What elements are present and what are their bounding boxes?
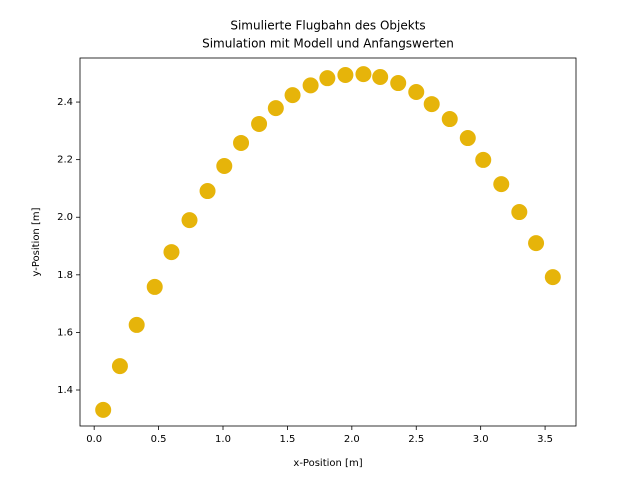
- y-tick-label: 1.4: [57, 385, 73, 396]
- x-tick-label: 2.5: [408, 434, 424, 445]
- point: [459, 130, 476, 147]
- x-tick-label: 1.5: [279, 434, 295, 445]
- point: [408, 83, 425, 100]
- point: [199, 183, 216, 200]
- x-axis-label: x-Position [m]: [293, 458, 362, 469]
- point: [493, 176, 510, 193]
- point: [163, 244, 180, 261]
- point: [233, 134, 250, 151]
- y-tick-label: 1.6: [57, 327, 73, 338]
- x-tick-label: 1.0: [215, 434, 231, 445]
- plot-frame: [79, 57, 577, 427]
- y-tick-label: 2.0: [57, 212, 73, 223]
- y-tick-label: 2.4: [57, 97, 73, 108]
- point: [528, 235, 545, 252]
- point: [146, 278, 163, 295]
- point: [355, 66, 372, 83]
- chart-subtitle: Simulation mit Modell und Anfangswerten: [202, 37, 454, 51]
- point: [423, 96, 440, 113]
- point: [267, 100, 284, 117]
- y-axis-label: y-Position [m]: [31, 207, 42, 276]
- point: [284, 87, 301, 104]
- point: [251, 115, 268, 132]
- point: [441, 111, 458, 128]
- x-tick-label: 0.0: [86, 434, 102, 445]
- point: [302, 77, 319, 94]
- chart-title: Simulierte Flugbahn des Objekts: [230, 19, 425, 33]
- point: [511, 204, 528, 221]
- x-tick-label: 0.5: [151, 434, 167, 445]
- point: [128, 316, 145, 333]
- point: [390, 75, 407, 92]
- point: [319, 70, 336, 87]
- point: [181, 212, 198, 229]
- y-tick-label: 1.8: [57, 270, 73, 281]
- x-tick-label: 3.0: [473, 434, 489, 445]
- point: [372, 69, 389, 86]
- point: [475, 151, 492, 168]
- y-tick-label: 2.2: [57, 155, 73, 166]
- x-tick-label: 3.5: [537, 434, 553, 445]
- point: [216, 157, 233, 174]
- point: [95, 401, 112, 418]
- x-tick-label: 2.0: [344, 434, 360, 445]
- point: [111, 358, 128, 375]
- point: [544, 269, 561, 286]
- point: [337, 66, 354, 83]
